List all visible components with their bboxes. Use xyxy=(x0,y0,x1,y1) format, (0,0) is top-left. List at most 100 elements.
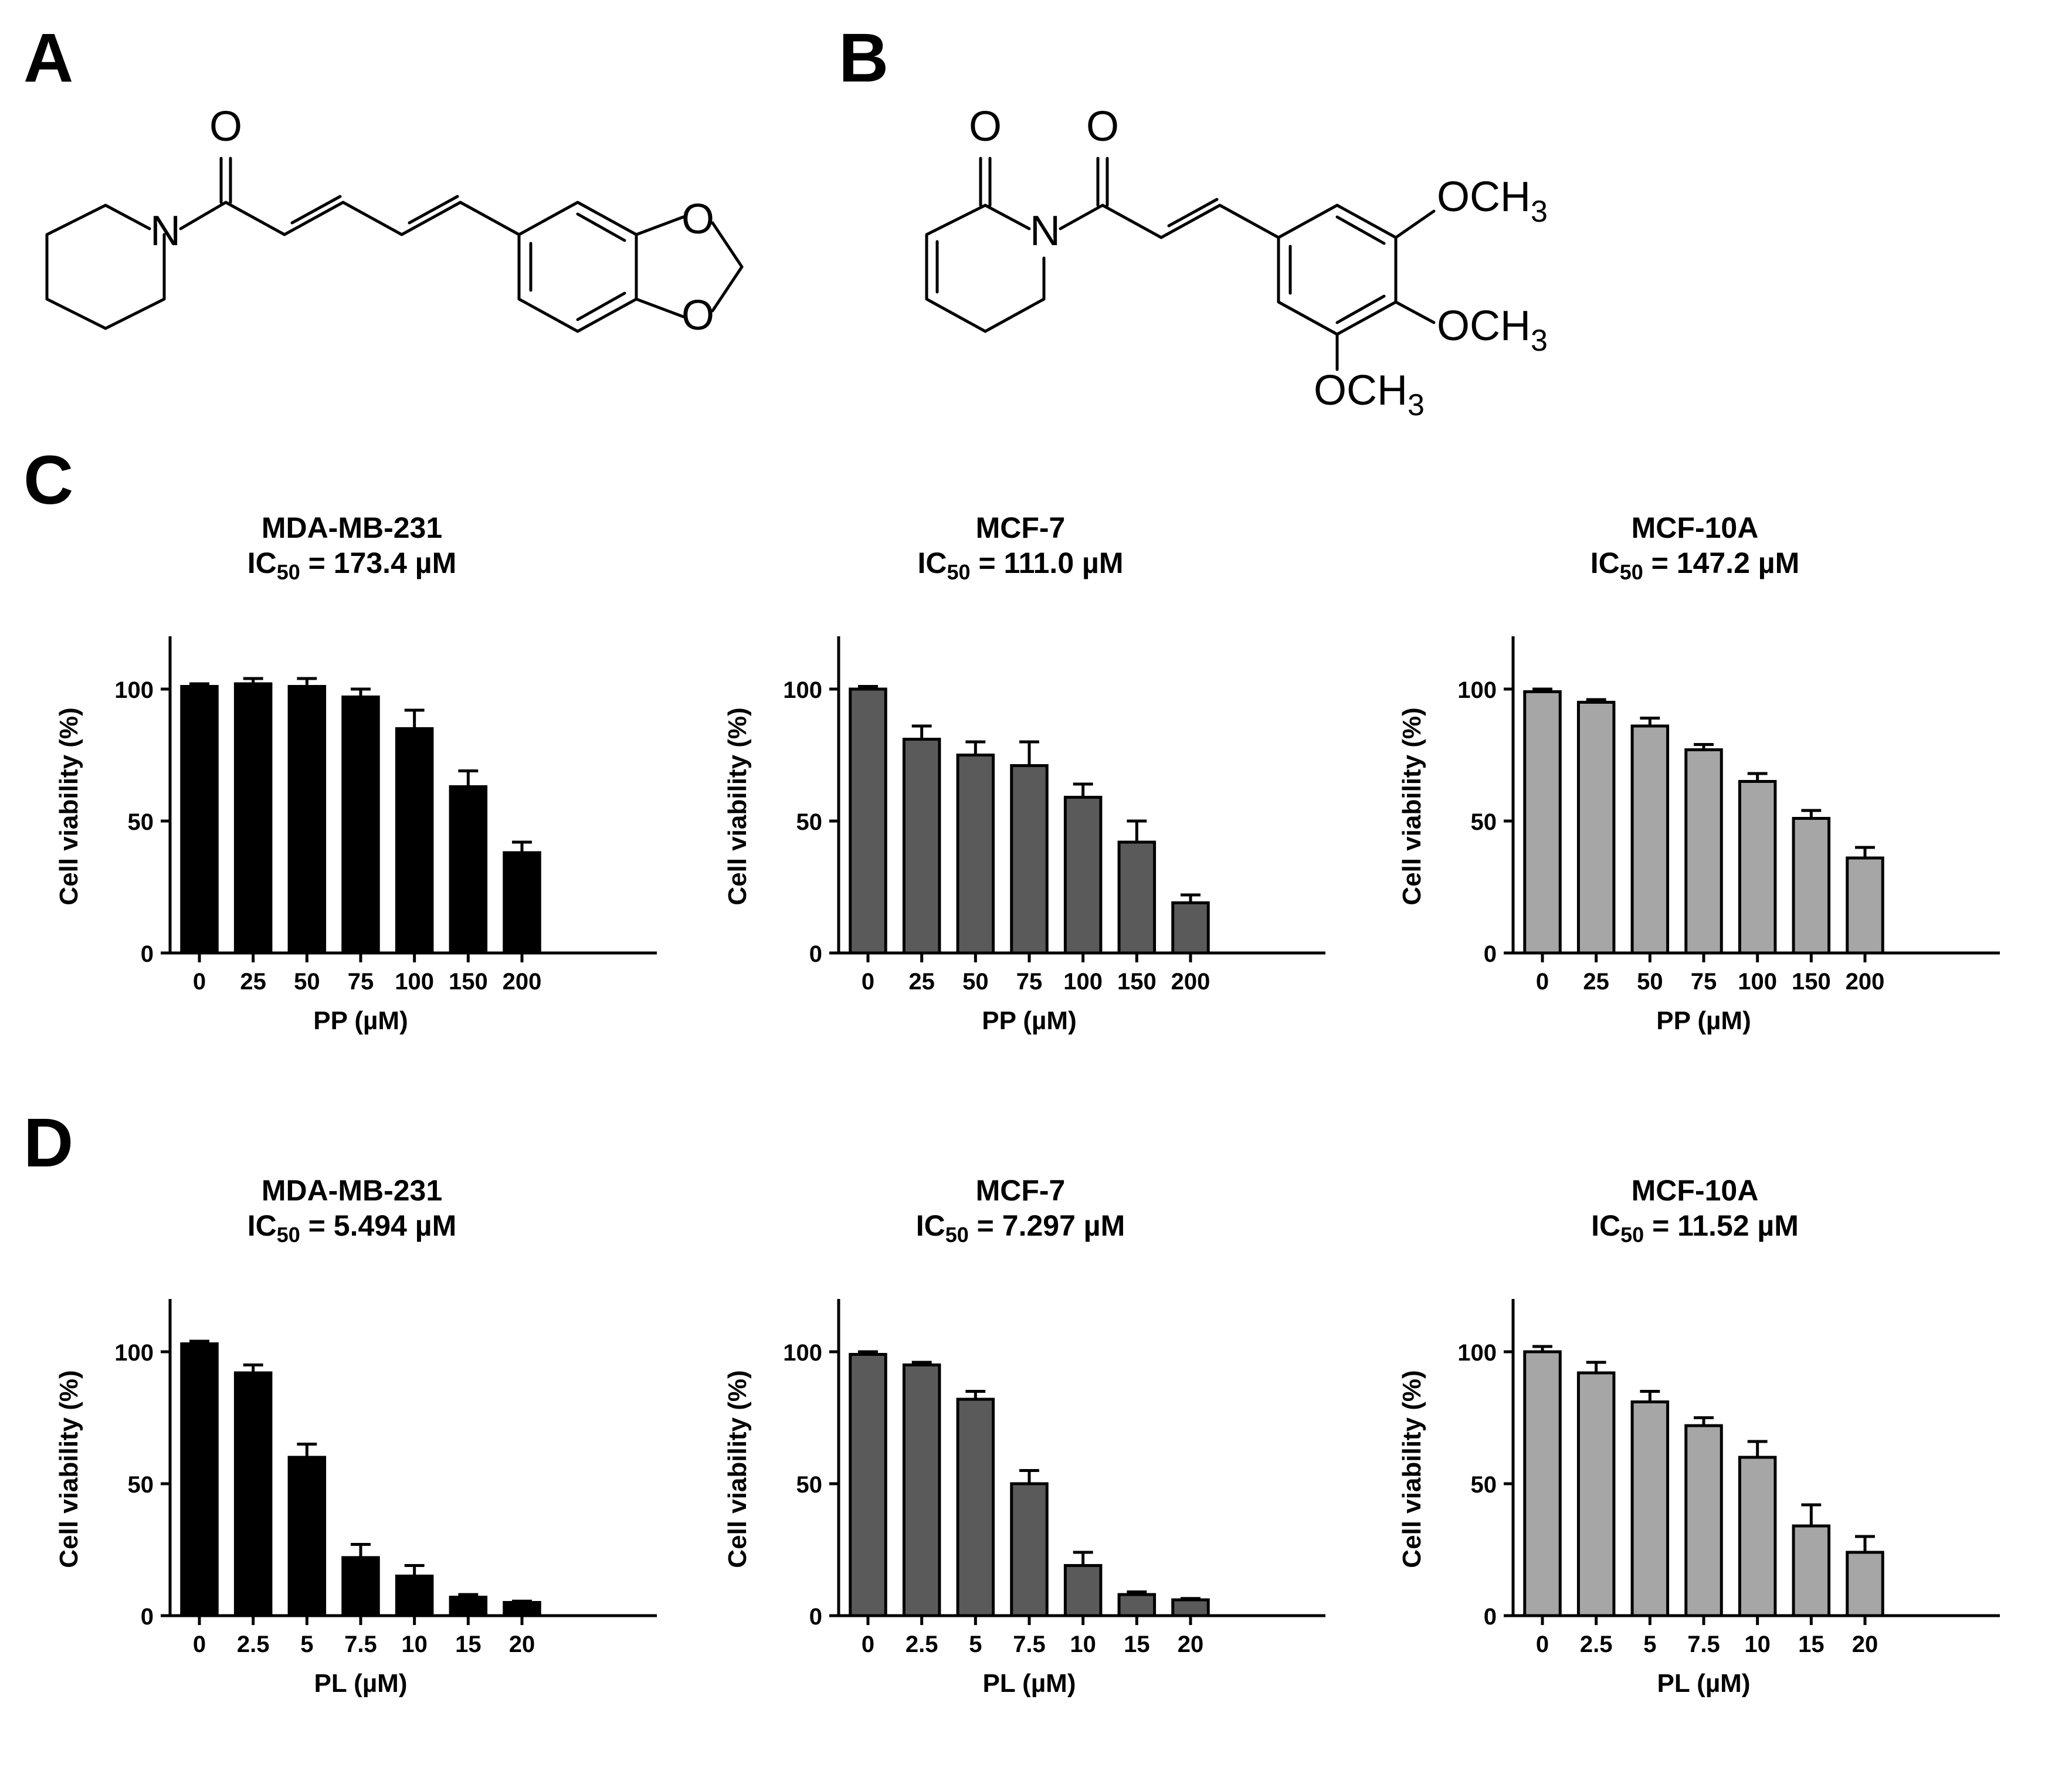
panel-label-b: B xyxy=(839,19,889,97)
bar xyxy=(956,754,995,955)
x-tick-label: 5 xyxy=(1643,1631,1656,1657)
bar xyxy=(1523,1350,1562,1617)
y-tick-label: 100 xyxy=(114,677,154,703)
y-tick-label: 50 xyxy=(796,1472,823,1498)
bar-plot: 0 50 100 0 2.5 5 7.5 10 15 20 PL (µM) Cell viabilit… xyxy=(1398,1299,2000,1698)
x-tick-label: 15 xyxy=(1124,1631,1150,1657)
y-axis-label: Cell viability (%) xyxy=(723,1370,752,1568)
y-tick-label: 0 xyxy=(141,1604,154,1630)
bar xyxy=(503,1601,541,1617)
x-tick-label: 25 xyxy=(240,969,266,995)
bar xyxy=(1171,901,1210,955)
chart-pp-mda-mb-231: MDA-MB-231 IC50 = 173.4 µM 0 50 100 0 25 50 75… xyxy=(23,510,680,1097)
y-tick-label: 50 xyxy=(1471,1472,1497,1498)
chart-title-cell-line: MCF-10A xyxy=(1631,511,1759,544)
bar xyxy=(1576,701,1616,955)
chart-title: MDA-MB-231 IC50 = 173.4 µM xyxy=(23,510,680,585)
bar xyxy=(1792,817,1831,955)
bar xyxy=(1010,764,1049,955)
panel-label-d: D xyxy=(23,1104,74,1182)
x-tick-label: 200 xyxy=(503,969,542,995)
x-axis-label: PP (µM) xyxy=(1656,1006,1751,1035)
bar-plot: 0 50 100 0 2.5 5 7.5 10 15 20 PL (µM) Cell viabilit… xyxy=(723,1299,1325,1698)
chart-title-cell-line: MDA-MB-231 xyxy=(261,1174,443,1207)
y-axis-label: Cell viability (%) xyxy=(55,1370,83,1568)
x-tick-label: 200 xyxy=(1846,969,1885,995)
bar xyxy=(287,1456,327,1617)
y-tick-label: 0 xyxy=(1484,1604,1497,1630)
x-tick-label: 50 xyxy=(294,969,320,995)
atom-o-ring-bottom: O xyxy=(681,292,714,339)
x-tick-label: 75 xyxy=(1016,969,1043,995)
bar xyxy=(902,1363,941,1617)
y-tick-label: 100 xyxy=(1457,1340,1497,1366)
bar xyxy=(503,851,541,955)
y-tick-label: 0 xyxy=(141,941,154,967)
x-axis-label: PL (µM) xyxy=(314,1669,408,1698)
atom-o-carbonyl: O xyxy=(209,103,242,150)
x-tick-label: 0 xyxy=(1536,1631,1549,1657)
atom-o-lactam: O xyxy=(969,103,1002,150)
bar xyxy=(1576,1371,1616,1617)
y-axis-label: Cell viability (%) xyxy=(1398,707,1426,905)
bar xyxy=(1010,1482,1049,1617)
y-axis-label: Cell viability (%) xyxy=(55,707,83,905)
x-tick-label: 50 xyxy=(1637,969,1663,995)
bar xyxy=(1846,1551,1884,1617)
bar xyxy=(233,1371,273,1617)
x-axis-label: PL (µM) xyxy=(1657,1669,1751,1698)
atom-n: N xyxy=(150,208,181,255)
bar xyxy=(1063,796,1103,955)
x-tick-label: 0 xyxy=(193,1631,206,1657)
chart-title-ic50: IC50 = 111.0 µM xyxy=(917,547,1124,584)
x-tick-label: 0 xyxy=(862,1631,874,1657)
chart-title: MCF-10A IC50 = 147.2 µM xyxy=(1366,510,2023,585)
x-tick-label: 7.5 xyxy=(344,1631,377,1657)
atom-o-acyl: O xyxy=(1086,103,1119,150)
x-tick-label: 25 xyxy=(908,969,935,995)
x-tick-label: 150 xyxy=(1792,969,1831,995)
x-tick-label: 50 xyxy=(962,969,989,995)
y-tick-label: 50 xyxy=(796,809,823,835)
bar xyxy=(449,1596,488,1617)
x-tick-label: 0 xyxy=(862,969,874,995)
x-axis-label: PP (µM) xyxy=(982,1006,1076,1035)
bar xyxy=(1846,856,1884,955)
chart-title: MDA-MB-231 IC50 = 5.494 µM xyxy=(23,1173,680,1247)
bar-plot: 0 50 100 0 2.5 5 7.5 10 15 20 PL (µM) Cell viabilit… xyxy=(55,1299,657,1698)
bar xyxy=(287,685,327,955)
chart-title-cell-line: MCF-7 xyxy=(975,511,1066,544)
bar xyxy=(1630,724,1670,955)
bar xyxy=(1063,1564,1103,1617)
x-tick-label: 20 xyxy=(1852,1631,1878,1657)
bar xyxy=(180,685,219,955)
chart-title-ic50: IC50 = 7.297 µM xyxy=(915,1209,1125,1247)
bar xyxy=(449,785,488,955)
x-tick-label: 5 xyxy=(969,1631,982,1657)
bar xyxy=(849,687,887,955)
y-tick-label: 100 xyxy=(783,1340,822,1366)
x-tick-label: 7.5 xyxy=(1687,1631,1720,1657)
panel-label-c: C xyxy=(23,442,74,519)
y-tick-label: 100 xyxy=(114,1340,154,1366)
y-tick-label: 50 xyxy=(128,809,154,835)
x-tick-label: 15 xyxy=(1798,1631,1825,1657)
y-axis-label: Cell viability (%) xyxy=(1398,1370,1426,1568)
x-tick-label: 10 xyxy=(1744,1631,1771,1657)
x-tick-label: 10 xyxy=(1070,1631,1096,1657)
x-tick-label: 200 xyxy=(1171,969,1210,995)
x-tick-label: 150 xyxy=(449,969,488,995)
y-tick-label: 100 xyxy=(783,677,822,703)
x-tick-label: 2.5 xyxy=(237,1631,270,1657)
chart-pl-mcf-7: MCF-7 IC50 = 7.297 µM 0 50 100 0 2.5 5 7.5 10 15… xyxy=(692,1173,1349,1759)
bar xyxy=(849,1353,887,1617)
bar xyxy=(1792,1524,1831,1617)
atom-n: N xyxy=(1030,208,1060,255)
chart-title-ic50: IC50 = 173.4 µM xyxy=(247,547,457,584)
chart-title-ic50: IC50 = 5.494 µM xyxy=(247,1209,457,1247)
panel-label-a: A xyxy=(23,19,74,97)
bar xyxy=(1738,1456,1777,1617)
bar xyxy=(956,1398,995,1617)
y-tick-label: 0 xyxy=(1484,941,1497,967)
methoxy-label-top: OCH3 xyxy=(1437,174,1548,229)
